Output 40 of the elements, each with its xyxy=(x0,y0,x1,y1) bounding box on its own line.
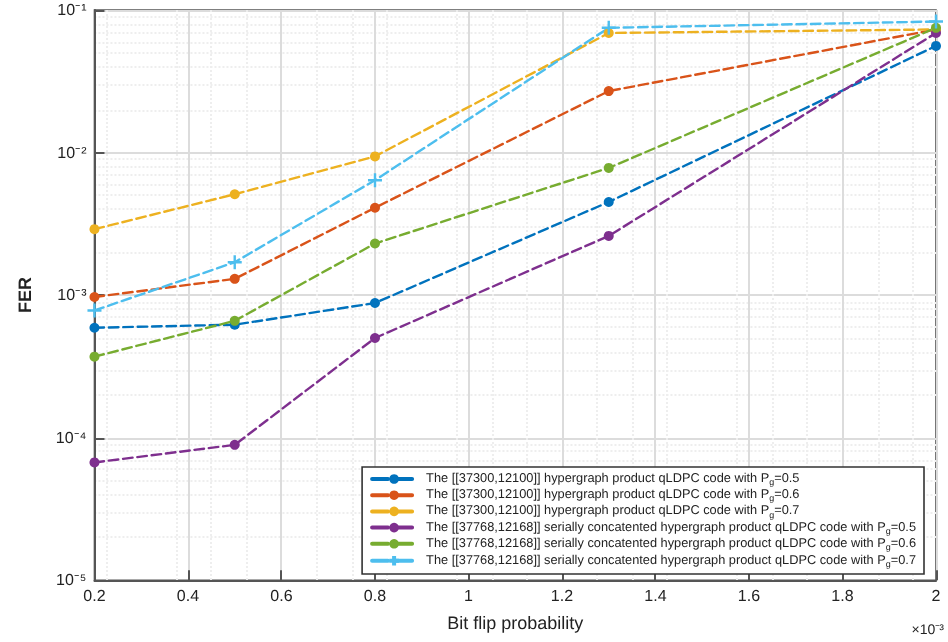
y-tick-label: 10⁻² xyxy=(57,143,88,162)
x-tick-label: 0.4 xyxy=(176,587,201,606)
x-tick-label: 1 xyxy=(464,587,475,606)
point xyxy=(369,202,380,213)
point xyxy=(603,86,614,97)
point xyxy=(369,238,380,249)
y-tick-label: 10⁻³ xyxy=(57,286,88,305)
point xyxy=(89,291,100,302)
point xyxy=(229,189,240,200)
point xyxy=(369,151,380,162)
x-tick-label: 1.8 xyxy=(831,587,855,606)
y-axis-title: FER xyxy=(15,276,35,314)
point xyxy=(931,40,941,51)
point xyxy=(89,224,100,235)
x-tick-label: 1.6 xyxy=(737,587,762,606)
point xyxy=(366,171,384,189)
y-tick-label: 10⁻⁵ xyxy=(56,571,87,590)
point xyxy=(89,457,100,468)
point xyxy=(927,13,945,30)
point xyxy=(369,298,380,309)
point xyxy=(603,230,614,241)
x-tick-label: 0.6 xyxy=(270,587,294,606)
point xyxy=(600,19,617,37)
point xyxy=(229,273,240,284)
point xyxy=(89,322,100,333)
y-tick-label: 10⁻⁴ xyxy=(55,428,88,447)
x-tick-label: 2 xyxy=(931,587,942,606)
point xyxy=(369,333,380,344)
point xyxy=(229,439,240,450)
x-tick-label: 1.4 xyxy=(644,587,668,606)
point xyxy=(86,302,103,319)
point xyxy=(603,162,614,173)
x-tick-label: 0.8 xyxy=(363,587,388,606)
y-tick-label: 10⁻¹ xyxy=(57,1,88,19)
x-tick-label: 0.2 xyxy=(83,587,107,606)
point xyxy=(603,196,614,207)
x-axis-title: Bit flip probability xyxy=(447,613,585,633)
point xyxy=(89,351,100,362)
x-tick-label: 1.2 xyxy=(550,587,575,606)
point xyxy=(226,254,243,271)
